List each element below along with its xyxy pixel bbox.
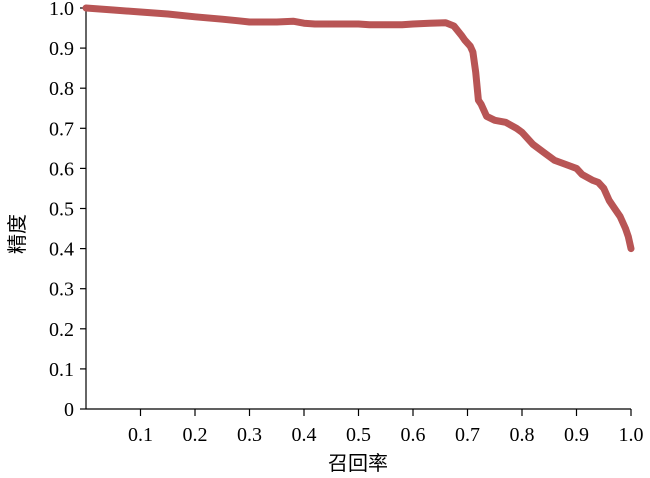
data-point xyxy=(606,197,613,204)
x-tick-label: 1.0 xyxy=(619,424,644,446)
y-tick-label: 0.2 xyxy=(49,319,74,341)
data-point xyxy=(246,18,253,26)
data-point xyxy=(540,149,547,156)
data-point xyxy=(551,157,558,164)
data-point xyxy=(578,171,586,178)
data-point xyxy=(409,20,417,28)
x-tick-label: 0.2 xyxy=(183,424,208,446)
data-point xyxy=(502,119,509,126)
data-point xyxy=(518,129,526,136)
y-tick-label: 0 xyxy=(64,399,74,421)
x-tick-label: 0.8 xyxy=(510,424,535,446)
x-tick-label: 0.4 xyxy=(292,424,317,446)
data-point xyxy=(82,4,90,12)
y-tick-label: 0.7 xyxy=(49,118,74,140)
x-tick-label: 0.1 xyxy=(128,424,153,446)
data-point xyxy=(311,20,319,28)
y-tick-label: 0.9 xyxy=(49,38,74,60)
data-point xyxy=(529,141,537,148)
data-point xyxy=(467,42,474,50)
data-point xyxy=(472,69,479,76)
x-tick-label: 0.9 xyxy=(564,424,589,446)
data-point xyxy=(450,22,458,30)
data-point xyxy=(622,225,629,232)
series-line xyxy=(82,4,635,253)
data-point xyxy=(469,48,477,56)
y-tick-label: 0.4 xyxy=(49,239,74,261)
data-point xyxy=(191,13,199,20)
data-point xyxy=(355,20,362,28)
x-axis-title: 召回率 xyxy=(328,451,388,475)
data-point xyxy=(398,21,406,28)
data-point xyxy=(461,36,468,44)
data-point xyxy=(382,21,389,28)
y-tick-label: 0.5 xyxy=(49,199,74,221)
data-point xyxy=(491,117,498,124)
data-point xyxy=(611,205,618,212)
data-point xyxy=(426,20,433,27)
y-tick-label: 0.1 xyxy=(49,359,74,381)
y-tick-label: 0.6 xyxy=(49,158,74,180)
x-axis: 0.1 0.2 0.3 0.4 0.5 0.6 0.7 0.8 0.9 1.0 xyxy=(86,408,644,446)
data-point xyxy=(289,18,297,25)
series-points xyxy=(82,4,635,252)
data-point xyxy=(562,161,569,168)
data-point xyxy=(483,113,490,120)
data-point xyxy=(513,125,520,132)
y-tick-label: 0.3 xyxy=(49,279,74,301)
data-point xyxy=(627,245,635,252)
data-point xyxy=(595,179,602,186)
data-point xyxy=(589,177,597,184)
data-point xyxy=(567,163,575,170)
data-point xyxy=(273,18,280,26)
x-tick-label: 0.3 xyxy=(237,424,262,446)
data-point xyxy=(477,101,485,108)
data-point xyxy=(300,20,308,27)
y-axis-title: 精度 xyxy=(5,214,29,254)
data-point xyxy=(137,8,144,16)
y-tick-label: 0.8 xyxy=(49,78,74,100)
data-point xyxy=(442,19,449,26)
data-point xyxy=(219,16,226,23)
data-point xyxy=(600,185,607,192)
data-point xyxy=(257,18,264,26)
x-tick-label: 0.5 xyxy=(346,424,371,446)
data-point xyxy=(328,20,335,28)
x-tick-label: 0.6 xyxy=(401,424,426,446)
data-point xyxy=(616,213,624,220)
data-point xyxy=(235,17,242,24)
data-point xyxy=(164,10,171,18)
x-tick-label: 0.7 xyxy=(455,424,480,446)
data-point xyxy=(625,233,632,240)
y-tick-label: 1.0 xyxy=(49,0,74,20)
y-axis: 0 0.1 0.2 0.3 0.4 0.5 0.6 0.7 0.8 0.9 1.0 xyxy=(49,0,87,421)
data-point xyxy=(366,21,373,28)
data-point xyxy=(110,6,117,14)
data-point xyxy=(573,165,580,172)
